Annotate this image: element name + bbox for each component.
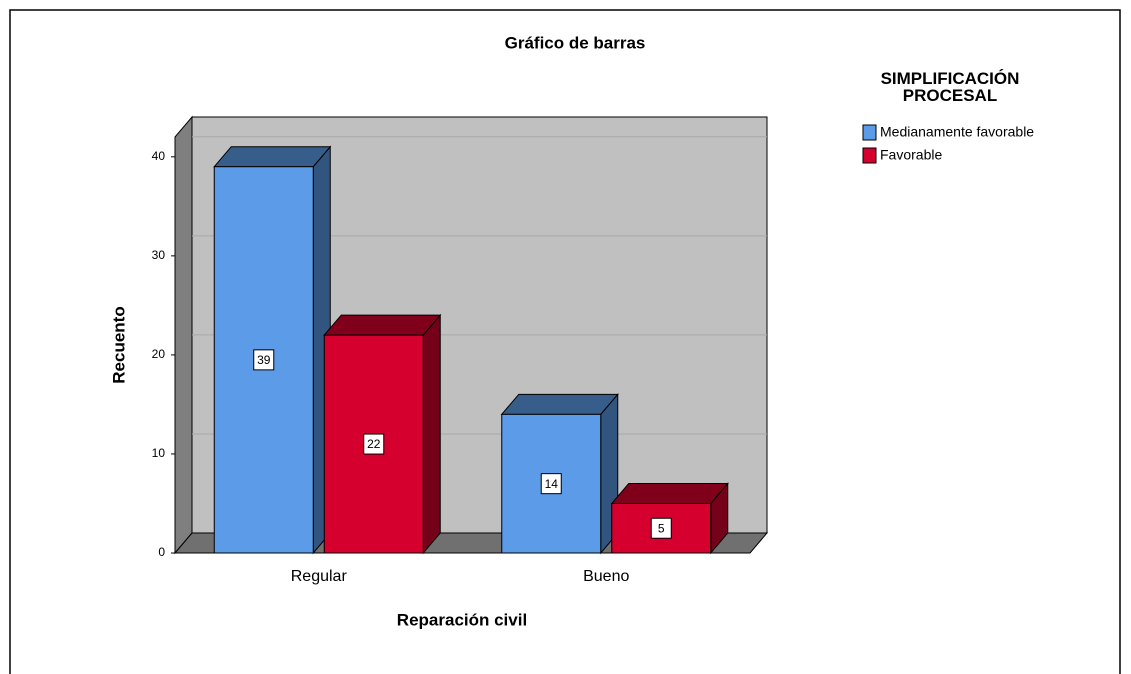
data-label-box xyxy=(253,349,275,371)
legend-title: SIMPLIFICACIÓN PROCESAL xyxy=(880,69,1020,105)
data-label-box xyxy=(540,473,562,495)
data-label: 39 xyxy=(257,353,271,367)
chart-title: Gráfico de barras xyxy=(505,33,646,52)
frame xyxy=(9,9,1121,674)
bar-top xyxy=(500,393,619,415)
data-label-box xyxy=(363,433,385,455)
side-wall xyxy=(174,115,193,555)
x-tick-label: Bueno xyxy=(583,568,629,585)
data-label: 5 xyxy=(658,521,665,535)
y-tick-label: 10 xyxy=(152,446,166,460)
x-axis-label: Reparación civil xyxy=(397,610,527,629)
y-tick-label: 30 xyxy=(152,248,166,262)
legend-swatch xyxy=(862,147,877,164)
bar-top xyxy=(610,482,729,504)
y-axis-label: Recuento xyxy=(109,306,128,383)
legend-label: Medianamente favorable xyxy=(880,124,1034,140)
y-tick-label: 20 xyxy=(152,347,166,361)
bar-top xyxy=(213,146,332,168)
data-label-box xyxy=(650,517,672,539)
x-tick-label: Regular xyxy=(291,568,348,585)
y-tick-label: 0 xyxy=(158,545,165,559)
bar-top xyxy=(323,314,442,336)
y-tick-label: 40 xyxy=(152,149,166,163)
bar-side xyxy=(422,313,441,555)
data-label: 14 xyxy=(545,477,559,491)
legend-swatch xyxy=(862,124,877,141)
data-label: 22 xyxy=(367,437,381,451)
legend-label: Favorable xyxy=(880,147,942,163)
